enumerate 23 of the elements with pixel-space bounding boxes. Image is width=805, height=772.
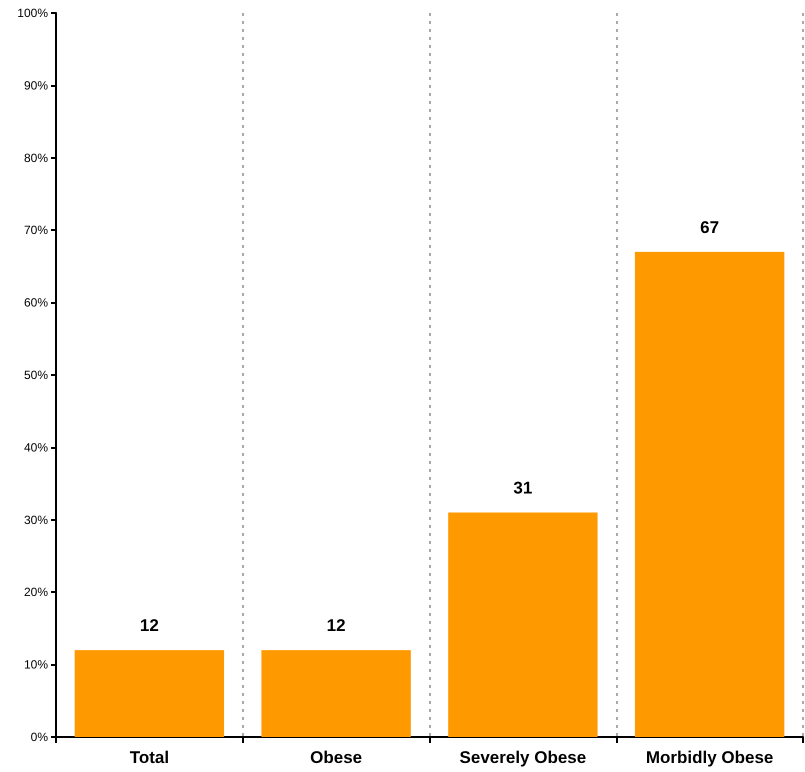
y-tick-label: 0%: [30, 730, 48, 744]
x-tick-label: Total: [130, 748, 170, 767]
bar: [634, 252, 784, 737]
x-tick-label: Morbidly Obese: [646, 748, 774, 767]
y-tick-label: 90%: [24, 78, 48, 92]
data-label: 12: [326, 616, 346, 636]
y-tick-label: 60%: [24, 296, 48, 310]
data-label: 67: [700, 218, 720, 237]
bar: [261, 650, 411, 737]
y-tick-label: 30%: [24, 512, 48, 527]
y-tick-label: 80%: [24, 150, 48, 165]
y-tick-label: 100%: [17, 6, 48, 20]
y-tick-label: 50%: [24, 368, 48, 382]
data-label: 12: [140, 616, 159, 636]
x-tick-label: Obese: [310, 748, 362, 767]
y-tick-label: 40%: [24, 440, 48, 454]
y-tick-label: 10%: [24, 658, 48, 672]
y-tick-label: 70%: [24, 223, 48, 238]
x-tick-label: Severely Obese: [460, 748, 586, 767]
y-tick-label: 20%: [24, 585, 48, 600]
data-label: 31: [513, 478, 532, 498]
bar: [74, 650, 224, 737]
bar: [448, 512, 598, 737]
